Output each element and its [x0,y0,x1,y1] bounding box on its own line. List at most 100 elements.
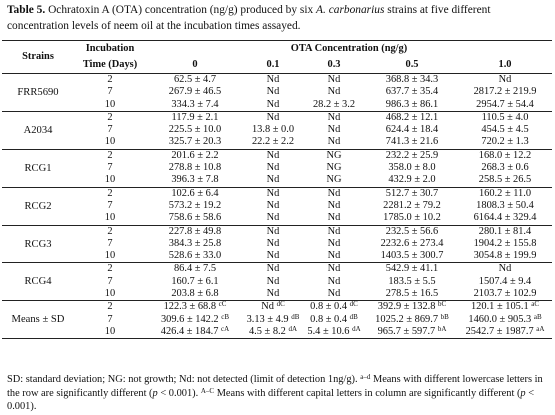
ota-cell-column: Nd Nd Nd [244,263,302,301]
ota-value: 325.7 ± 20.3 [168,136,222,148]
ota-value: NG [326,149,342,161]
ota-cell-column: 0.8 ± 0.4 dC 0.8 ± 0.4 dB 5.4 ± 10.6 dA [302,301,366,339]
ota-value: 28.2 ± 3.2 [312,98,356,110]
ota-value: Nd [266,98,280,110]
ota-value: 6164.4 ± 329.4 [473,212,537,224]
mean-value: 4.5 ± 8.2 [248,325,286,337]
time-value: 2 [107,111,113,123]
ota-cell-column: Nd 13.8 ± 0.0 22.2 ± 2.2 [244,111,302,149]
caption-text-before: Ochratoxin A (OTA) concentration (ng/g) … [48,4,314,16]
ota-value: 1403.5 ± 300.7 [380,250,444,262]
ota-value: 2232.6 ± 273.4 [380,237,444,249]
time-value: 10 [104,98,116,110]
time-value: 10 [104,250,116,262]
ota-value: 542.9 ± 41.1 [385,263,439,275]
significance-letters: aC [531,300,540,309]
ota-value: Nd [266,263,280,275]
ota-value: 528.6 ± 33.0 [168,250,222,262]
ota-value: Nd [327,288,341,300]
ota-value: 62.5 ± 4.7 [173,74,217,85]
ota-value: 309.6 ± 142.2 cB [146,312,244,326]
mean-value: 0.8 ± 0.4 [310,301,348,313]
mean-value: 309.6 ± 142.2 [160,313,219,325]
ota-value: Nd [327,237,341,249]
ota-value: Nd [327,74,341,85]
ota-value: Nd [498,263,512,275]
strain-name: RCG1 [24,162,52,174]
incubation-times: 2 7 10 [74,149,146,187]
ota-cell-column: 368.8 ± 34.3 637.7 ± 35.4 986.3 ± 86.1 [366,74,458,112]
significance-letters: dA [288,324,298,333]
ota-value: 396.3 ± 7.8 [171,174,219,186]
ota-value: Nd [266,288,280,300]
caption-species: A. carbonarius [316,4,385,16]
ota-cell-column: 168.0 ± 12.2 268.3 ± 0.6 258.5 ± 26.5 [458,149,552,187]
ota-value: 278.8 ± 10.8 [168,162,222,174]
ota-value: 1025.2 ± 869.7 bB [366,313,458,326]
ota-cell-column: Nd Nd Nd [302,263,366,301]
ota-cell-column: 280.1 ± 81.4 1904.2 ± 155.8 3054.8 ± 199.9 [458,225,552,263]
strain-row: FRR5690 2 7 10 62.5 ± 4.7 267.9 ± 46.5 334.3 ±… [2,73,553,112]
mean-value: 122.3 ± 68.8 [163,301,217,313]
means-row: Means ± SD 2 7 10 122.3 ± 68.8 cC 309.6 ± 142… [2,300,553,339]
ota-value: 758.6 ± 58.6 [168,212,222,224]
ota-value: 358.0 ± 8.0 [388,162,436,174]
time-value: 2 [107,187,113,199]
time-value: 10 [104,325,116,337]
ota-cell-column: 62.5 ± 4.7 267.9 ± 46.5 334.3 ± 7.4 [146,74,244,112]
ota-cell-column: Nd dC 3.13 ± 4.9 dB 4.5 ± 8.2 dA [244,301,302,339]
ota-value: Nd [266,199,280,211]
significance-letters: aA [536,324,545,333]
significance-letters: dB [349,312,358,321]
significance-letters: dA [352,324,361,333]
significance-letters: dC [276,300,285,309]
ota-cell-column: Nd Nd Nd [244,187,302,225]
mean-value: 2542.7 ± 1987.7 [465,325,534,337]
ota-value: Nd [327,250,341,262]
header-level-0-5: 0.5 [405,59,419,70]
ota-value: 512.7 ± 30.7 [385,187,439,199]
ota-value: Nd [266,275,280,287]
ota-value: 86.4 ± 7.5 [173,263,217,275]
ota-value: 2103.7 ± 102.9 [473,288,537,300]
ota-value: 102.6 ± 6.4 [171,187,219,199]
strain-name: RCG4 [24,276,52,288]
ota-value: Nd [327,86,341,98]
ota-table: Strains Incubation OTA Concentration (ng… [2,40,553,339]
significance-letters: cA [221,324,230,333]
strain-row: RCG4 2 7 10 86.4 ± 7.5 160.7 ± 6.1 203.8 ± 6.8… [2,262,553,301]
ota-cell-column: Nd Nd Nd [244,74,302,112]
header-level-0: 0 [192,59,198,70]
ota-value: 268.3 ± 0.6 [481,162,529,174]
time-value: 10 [104,136,116,148]
ota-value: Nd [327,136,341,148]
ota-value: Nd [327,263,341,275]
ota-value: 201.6 ± 2.2 [171,149,219,161]
time-value: 7 [107,162,113,174]
ota-cell-column: 392.9 ± 132.8 bC 1025.2 ± 869.7 bB 965.7 ±… [366,301,458,339]
mean-value: 1460.0 ± 905.3 [468,313,532,325]
ota-value: 120.1 ± 105.1 aC [458,301,552,313]
ota-value: 183.5 ± 5.5 [388,275,436,287]
ota-value: 122.3 ± 68.8 cC [146,301,244,313]
mean-value: 965.7 ± 597.7 [377,325,436,337]
mean-value: 426.4 ± 184.7 [160,325,219,337]
caption-label: Table 5. [7,4,46,16]
time-value: 2 [107,301,113,313]
caption-text-after: strains at five different concentration … [7,4,491,32]
ota-cell-column: Nd Nd 28.2 ± 3.2 [302,74,366,112]
ota-value: Nd [327,275,341,287]
table-caption: Table 5. Ochratoxin A (OTA) concentratio… [7,2,552,34]
ota-cell-column: 117.9 ± 2.1 225.5 ± 10.0 325.7 ± 20.3 [146,111,244,149]
significance-letters: cB [221,312,230,321]
ota-value: Nd [327,187,341,199]
header-level-0-3: 0.3 [327,59,341,70]
significance-letters: cC [218,300,227,309]
time-value: 7 [107,199,113,211]
incubation-times: 2 7 10 [74,225,146,263]
ota-value: 384.3 ± 25.8 [168,237,222,249]
ota-value: 110.5 ± 4.0 [481,111,529,123]
ota-value: NG [326,162,342,174]
ota-value: Nd [266,86,280,98]
time-value: 2 [107,263,113,275]
